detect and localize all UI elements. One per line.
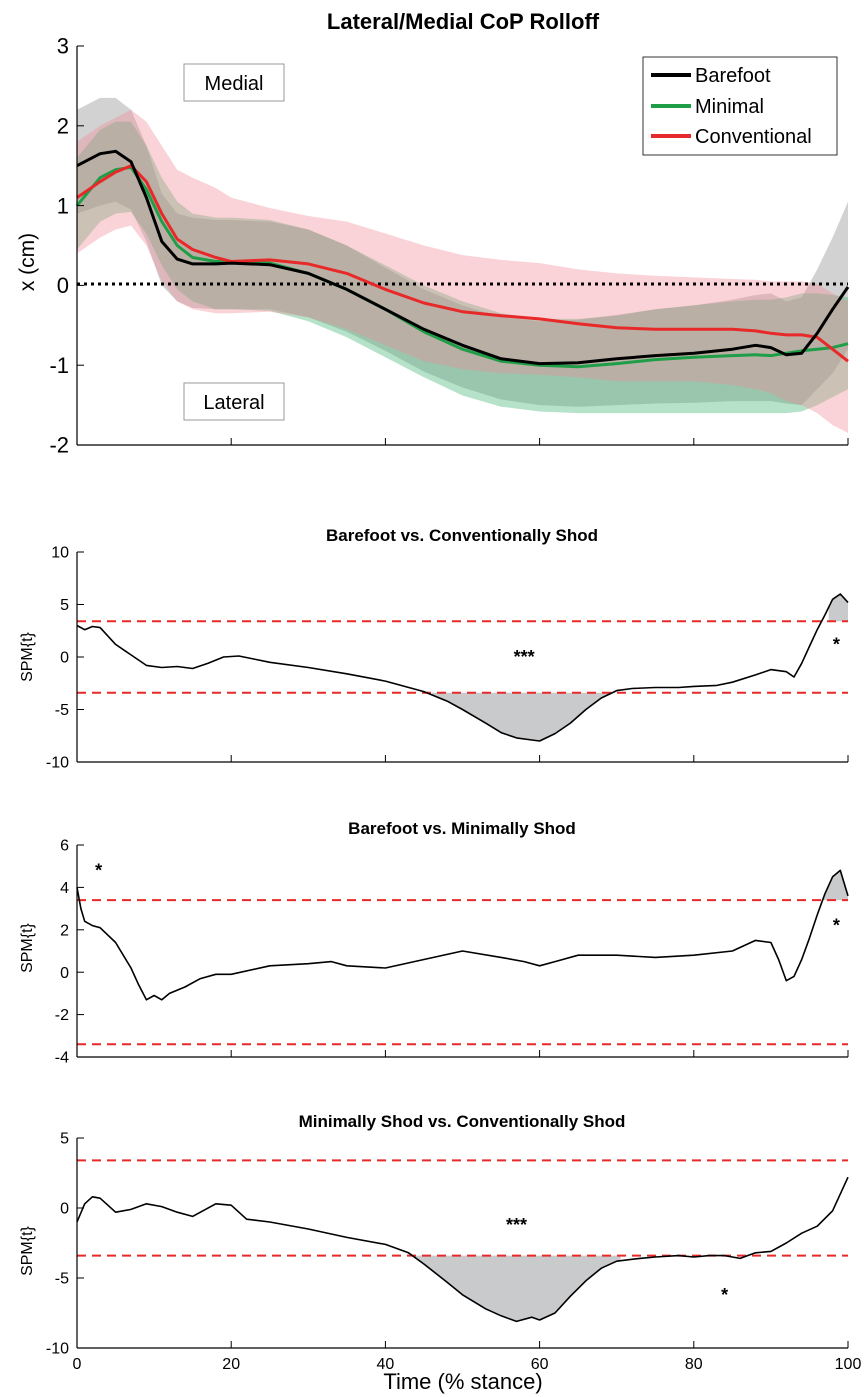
spm-t-line [76, 1176, 849, 1323]
threshold-lines [77, 1159, 848, 1257]
y-tick-label: -10 [46, 755, 69, 772]
y-axis-label: SPM{t} [19, 922, 36, 972]
y-tick-label: 1 [57, 193, 69, 218]
significance-asterisk: * [721, 1285, 728, 1305]
x-tick-label: 80 [685, 1356, 703, 1373]
spm-curve [76, 1176, 849, 1323]
series-lines [75, 149, 850, 369]
significance-shading [404, 1255, 621, 1321]
y-tick-label: -5 [55, 702, 69, 719]
significance-marks: **** [514, 634, 840, 667]
legend-label-conventional: Conventional [695, 126, 812, 148]
significant-cluster [828, 594, 848, 622]
y-tick-label: -4 [55, 1050, 69, 1067]
chart-title: Barefoot vs. Minimally Shod [348, 819, 576, 838]
chart-title: Minimally Shod vs. Conventionally Shod [299, 1112, 626, 1131]
legend: Barefoot Minimal Conventional [642, 56, 838, 156]
band-minimal [77, 121, 848, 414]
panel-barefoot-vs-minimal: Barefoot vs. Minimally Shod SPM{t} -4 -2 0… [19, 819, 849, 1067]
y-tick-label: -2 [49, 433, 69, 458]
x-tick-label: 100 [835, 1356, 862, 1373]
x-tick-label: 40 [377, 1356, 395, 1373]
significance-asterisk: * [833, 634, 840, 654]
significance-shading [431, 594, 848, 741]
line-barefoot [76, 149, 850, 366]
x-tick-label: 0 [73, 1356, 82, 1373]
y-tick-label: 5 [60, 1131, 69, 1148]
y-tick-label: 10 [51, 545, 69, 562]
significance-marks: ** [95, 860, 840, 935]
spm-t-line [76, 869, 849, 1001]
y-tick-label: 6 [60, 838, 69, 855]
spm-curve [76, 869, 849, 1001]
y-tick-label: 0 [57, 273, 69, 298]
y-tick-label: 0 [60, 1201, 69, 1218]
chart-title: Barefoot vs. Conventionally Shod [326, 526, 598, 545]
spm-t-line [76, 593, 849, 742]
line-conventional [76, 164, 849, 363]
significance-asterisk: * [95, 860, 102, 880]
legend-label-barefoot: Barefoot [695, 65, 771, 87]
significant-cluster [404, 1255, 621, 1321]
threshold-lines [77, 899, 848, 1046]
significance-asterisk: *** [506, 1215, 527, 1235]
medial-label: Medial [205, 73, 264, 95]
y-axis-label: SPM{t} [19, 631, 36, 681]
spm-curve [76, 593, 849, 742]
lateral-label-box [183, 382, 285, 421]
panel-cop-rolloff: Lateral/Medial CoP Rolloff x (cm) -2 -1 0 1… [16, 9, 850, 458]
axes: -10 -5 0 5 10 [46, 545, 849, 772]
panel-barefoot-vs-conventional: Barefoot vs. Conventionally Shod SPM{t} … [19, 526, 849, 772]
y-axis-label: SPM{t} [19, 1225, 36, 1275]
y-tick-label: -5 [55, 1271, 69, 1288]
y-tick-label: 2 [57, 114, 69, 139]
x-tick-label: 60 [531, 1356, 549, 1373]
lateral-label: Lateral [203, 392, 264, 414]
x-tick-label: 20 [222, 1356, 240, 1373]
axes: -2 -1 0 1 2 3 [49, 34, 849, 458]
significant-cluster [431, 692, 625, 741]
band-conventional [77, 109, 848, 434]
panel-minimal-vs-conventional: Minimally Shod vs. Conventionally Shod S… [19, 1112, 861, 1373]
y-tick-label: -1 [49, 353, 69, 378]
legend-label-minimal: Minimal [695, 96, 764, 118]
y-tick-label: 5 [60, 597, 69, 614]
y-tick-label: 3 [57, 34, 69, 59]
annotations: Medial Lateral [183, 63, 285, 421]
y-tick-label: -10 [46, 1341, 69, 1358]
axes: -10 -5 0 5 0 20 40 60 80 100 [46, 1131, 862, 1373]
significance-asterisk: * [833, 916, 840, 936]
y-axis-label: x (cm) [16, 233, 39, 291]
y-tick-label: 0 [60, 965, 69, 982]
y-tick-label: -2 [55, 1007, 69, 1024]
y-tick-label: 2 [60, 922, 69, 939]
x-axis-label: Time (% stance) [383, 1369, 542, 1394]
axes: -4 -2 0 2 4 6 [55, 838, 849, 1067]
line-minimal [75, 165, 849, 369]
significance-marks: **** [506, 1215, 728, 1305]
medial-label-box [183, 63, 285, 102]
y-tick-label: 0 [60, 650, 69, 667]
chart-title: Lateral/Medial CoP Rolloff [327, 9, 600, 34]
y-tick-label: 4 [60, 880, 69, 897]
threshold-lines [77, 620, 848, 694]
significance-asterisk: *** [514, 647, 535, 667]
